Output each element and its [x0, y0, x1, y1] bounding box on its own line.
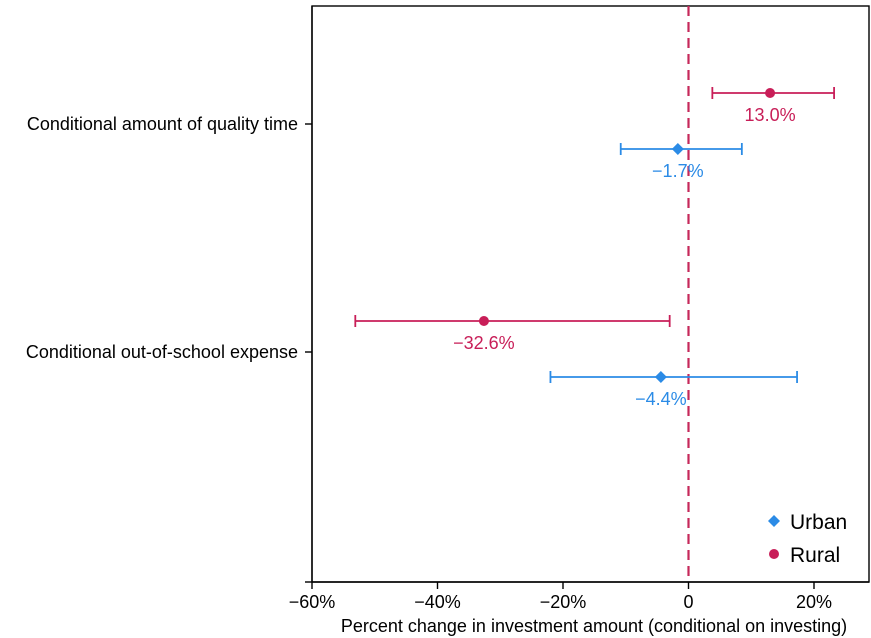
x-tick-label: 0 [683, 592, 693, 612]
rural-point-marker [478, 316, 489, 326]
urban-point-marker [654, 371, 667, 383]
rural-point-marker [765, 88, 776, 98]
axes: −60% −40% −20% 0 20% Conditional amount of qu… [26, 6, 869, 612]
data-marks: −1.7% −4.4% 13.0% −32.6% [354, 87, 835, 409]
data-label: −1.7% [652, 161, 704, 181]
data-label: −32.6% [453, 333, 515, 353]
x-tick-label: −60% [289, 592, 336, 612]
x-axis-title: Percent change in investment amount (con… [341, 616, 847, 636]
x-tick-label: −40% [414, 592, 461, 612]
data-label: 13.0% [745, 105, 796, 125]
data-label: −4.4% [635, 389, 687, 409]
x-tick-label: 20% [796, 592, 832, 612]
x-tick-label: −20% [540, 592, 587, 612]
legend-urban-diamond-icon [768, 515, 780, 527]
legend-label: Urban [790, 511, 847, 534]
y-category-label: Conditional amount of quality time [27, 114, 298, 134]
y-category-label: Conditional out-of-school expense [26, 342, 298, 362]
legend: Urban Rural [768, 511, 847, 567]
legend-rural-circle-icon [769, 549, 779, 559]
urban-point-marker [671, 143, 684, 155]
legend-label: Rural [790, 544, 840, 567]
